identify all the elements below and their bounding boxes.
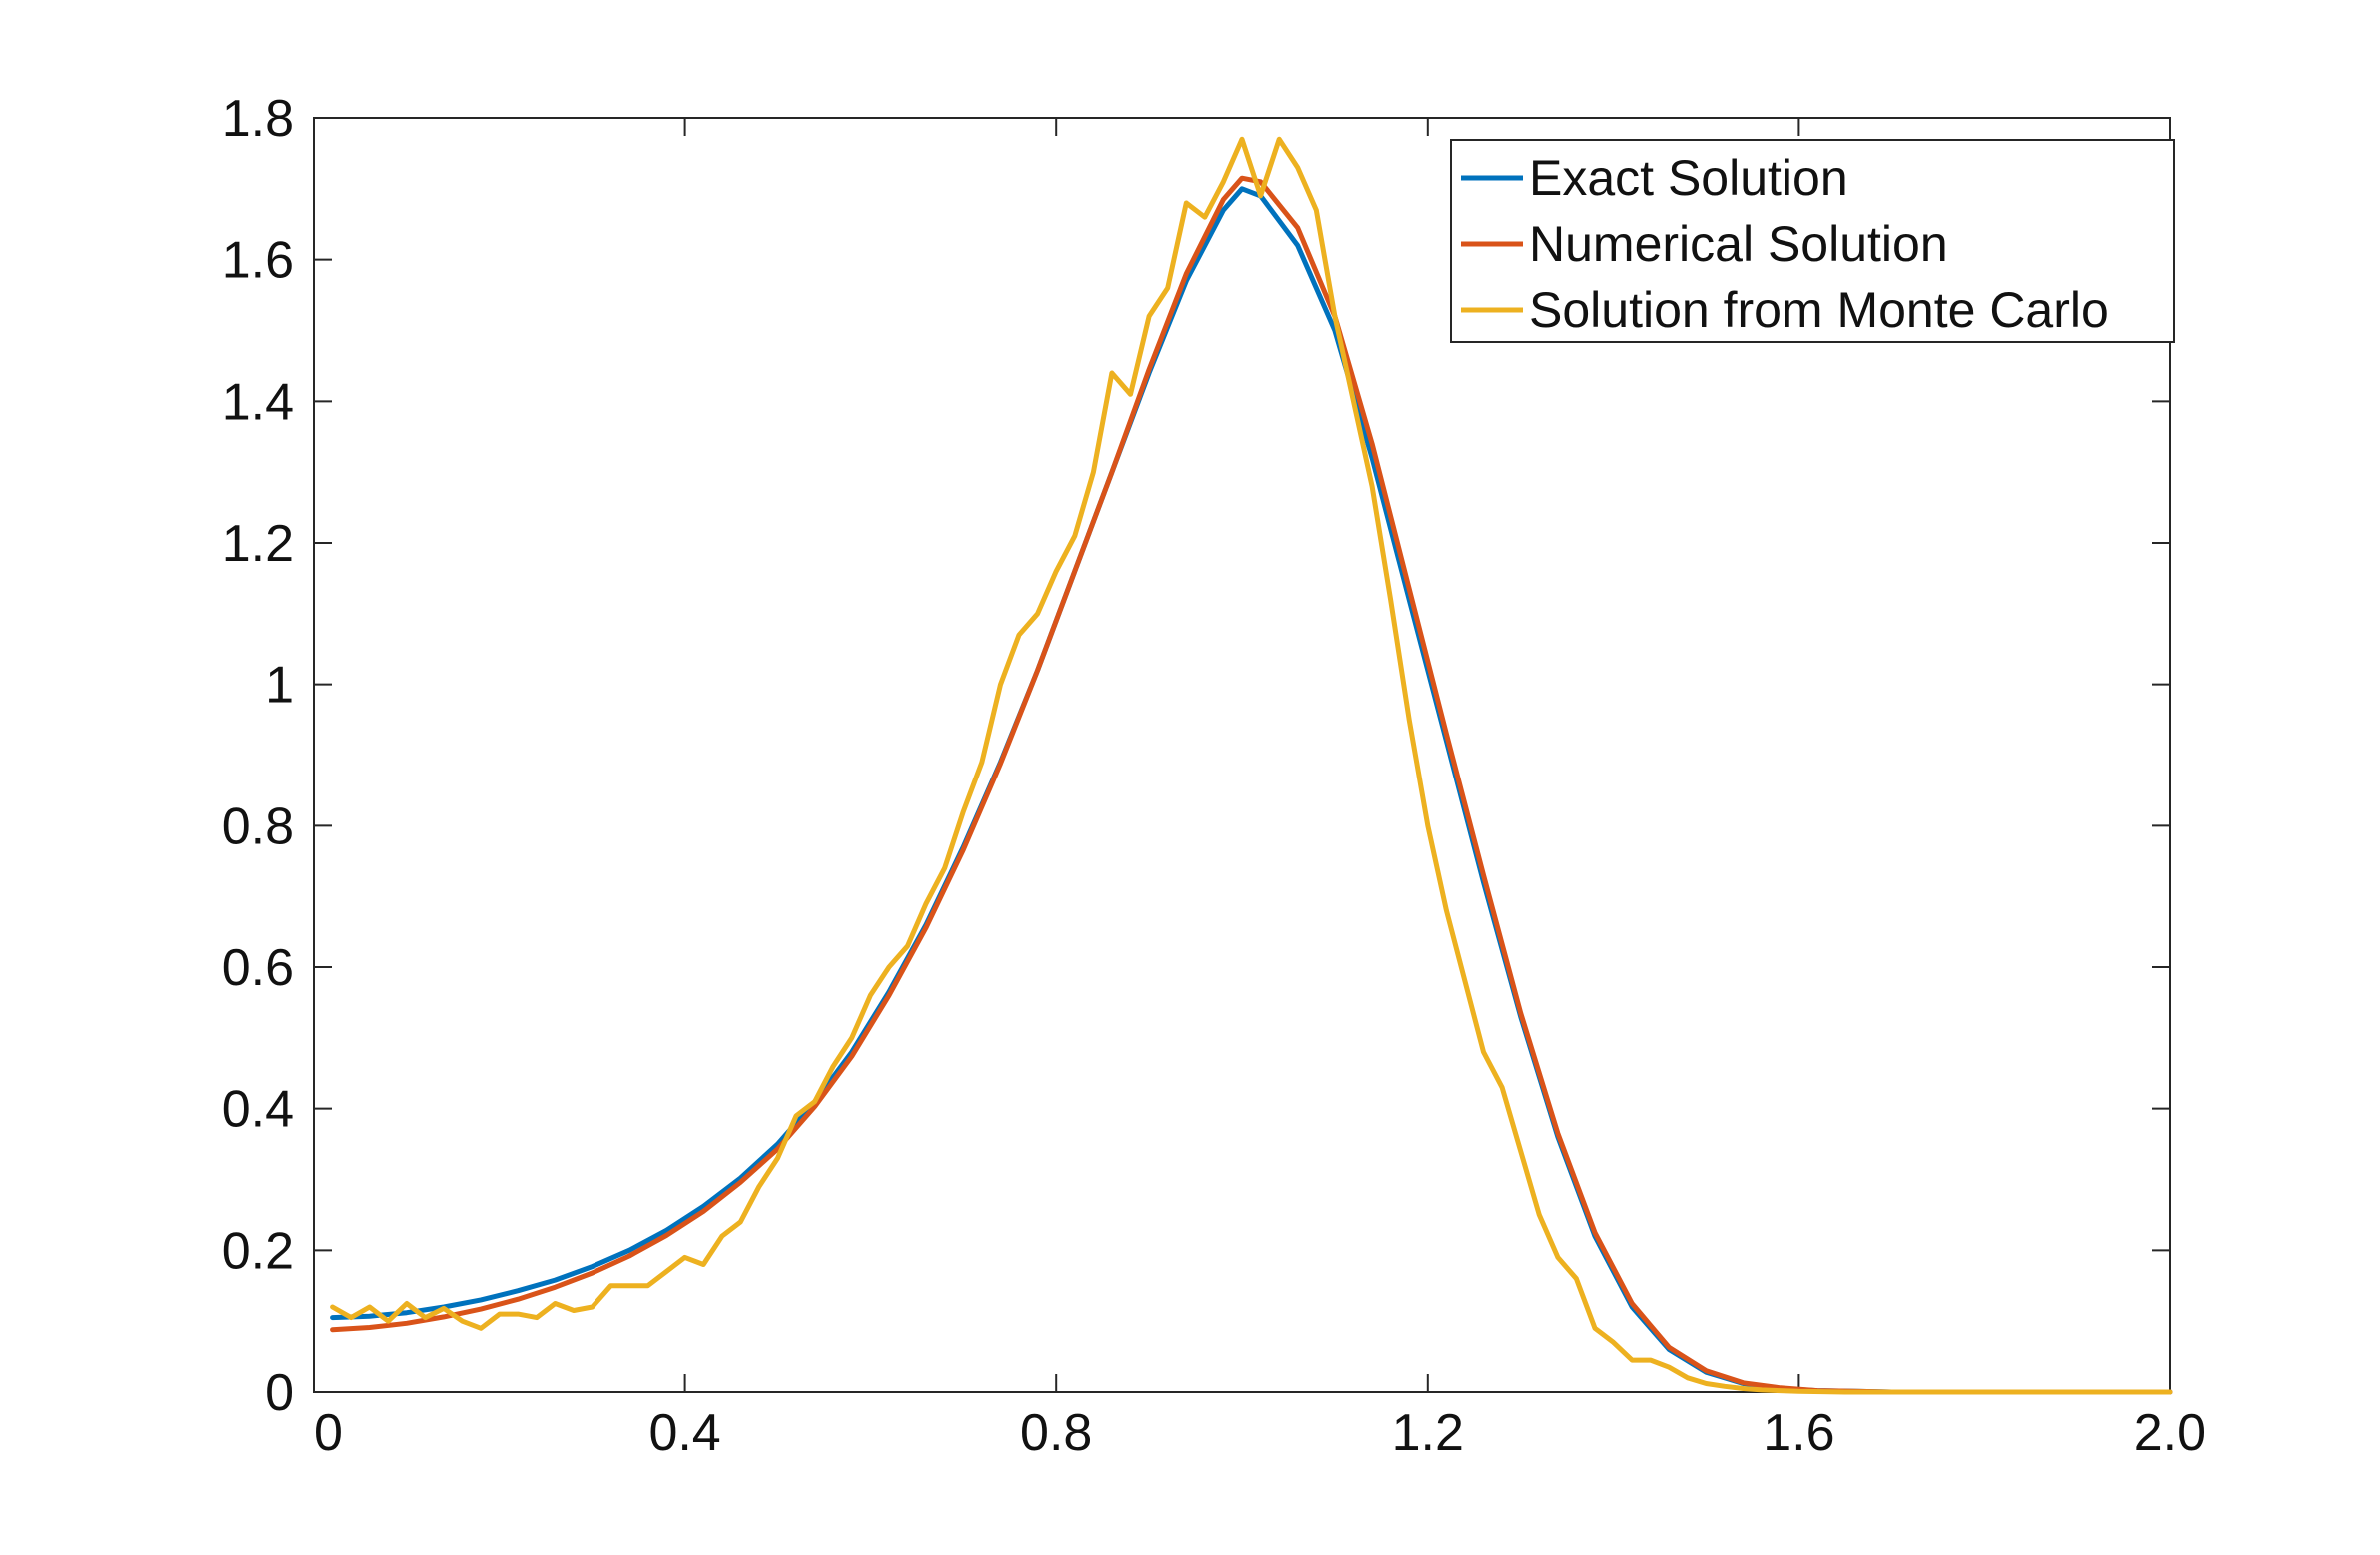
y-tick-label: 1.4 [222, 373, 294, 431]
x-tick-label: 0.4 [648, 1404, 720, 1462]
y-tick-label: 1.2 [222, 515, 294, 573]
series-line-solution-from-monte-carlo [330, 136, 2173, 1395]
legend-box [1450, 139, 2175, 343]
series-line-numerical-solution [330, 175, 2173, 1395]
series-layer [330, 136, 2173, 1395]
y-tick-label: 1.8 [222, 90, 294, 148]
y-tick-label: 0.2 [222, 1222, 294, 1280]
y-tick-label: 0 [265, 1364, 294, 1422]
legend-label: Solution from Monte Carlo [1529, 282, 2109, 338]
x-tick-label: 1.2 [1392, 1404, 1464, 1462]
legend-label: Exact Solution [1529, 150, 1848, 206]
axis-ticks [313, 117, 2171, 1393]
x-tick-label: 0 [314, 1404, 343, 1462]
legend: Exact Solution Numerical Solution Solution… [1450, 139, 2175, 343]
x-tick-label: 1.6 [1763, 1404, 1834, 1462]
tick-labels: 0 0.4 0.8 1.2 1.6 2.0 0 0.2 0.4 0.6 0.8 1 1.2 1.4 1.6 1… [222, 90, 2206, 1462]
y-tick-label: 1.6 [222, 232, 294, 290]
x-tick-label: 2.0 [2134, 1404, 2206, 1462]
y-tick-label: 0.8 [222, 797, 294, 855]
y-tick-label: 0.6 [222, 939, 294, 997]
y-tick-label: 0.4 [222, 1081, 294, 1139]
x-tick-label: 0.8 [1020, 1404, 1092, 1462]
legend-label: Numerical Solution [1529, 216, 1948, 272]
y-tick-label: 1 [265, 657, 294, 715]
